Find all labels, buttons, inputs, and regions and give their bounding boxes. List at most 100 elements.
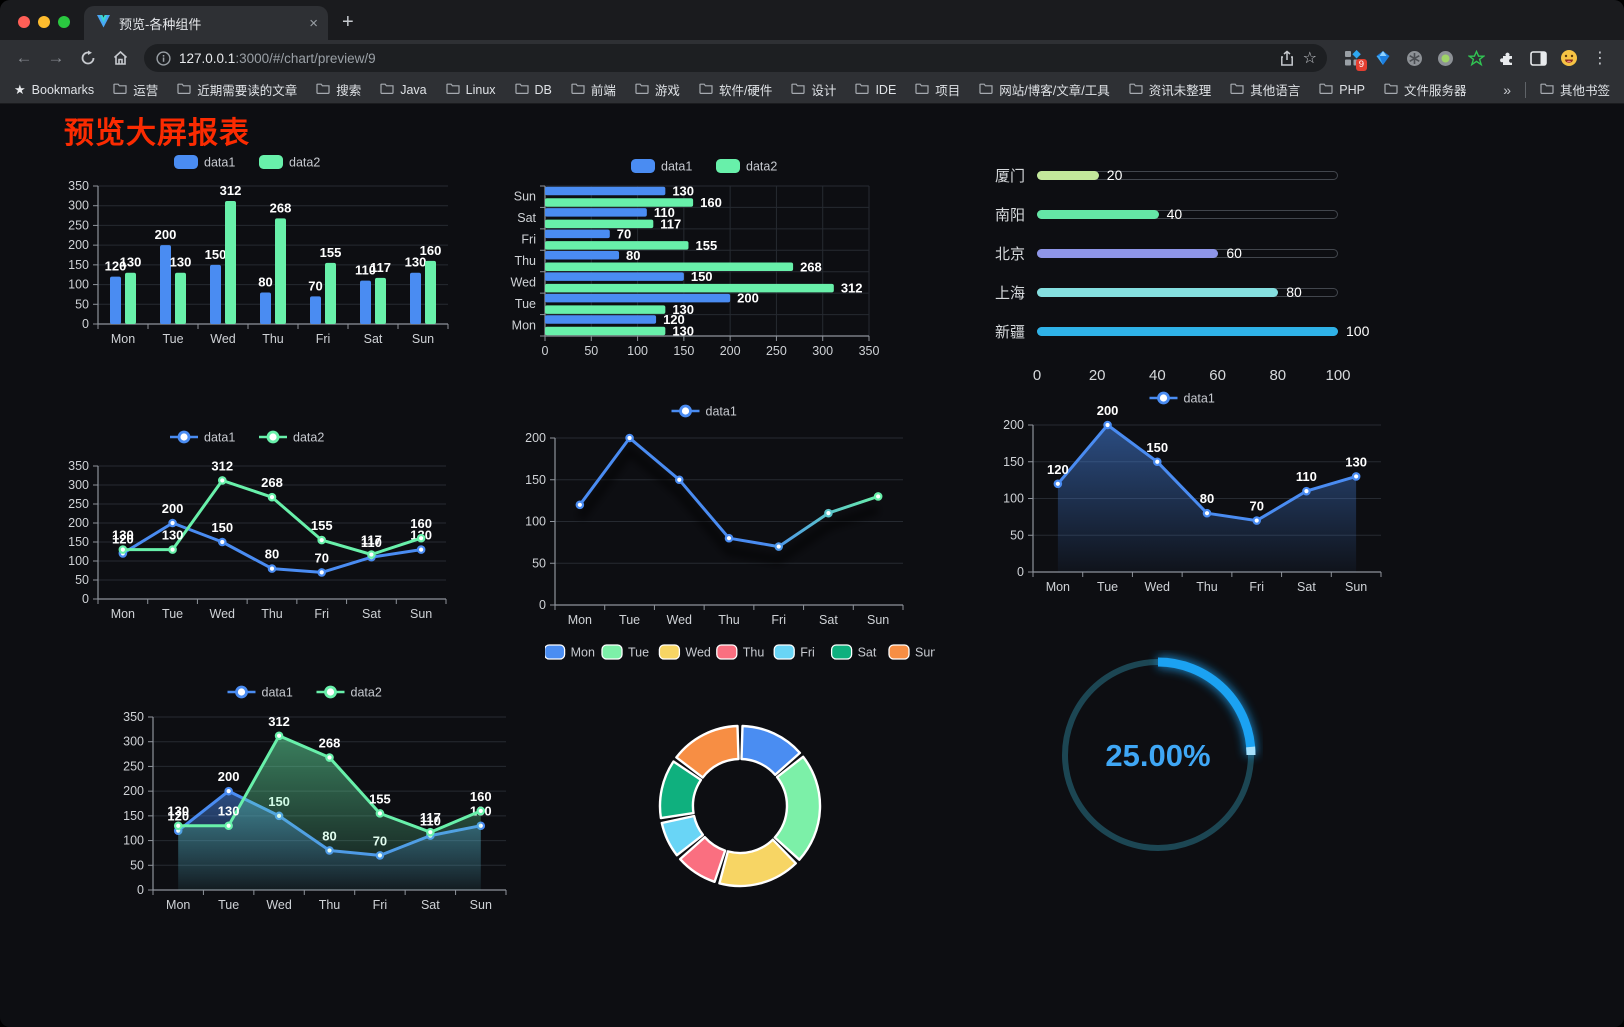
svg-text:Sat: Sat xyxy=(421,898,440,912)
bookmark-folder[interactable]: 游戏 xyxy=(635,80,680,99)
bookmark-folder[interactable]: 资讯未整理 xyxy=(1129,80,1211,99)
svg-text:Tue: Tue xyxy=(628,646,649,660)
svg-text:120: 120 xyxy=(663,312,685,327)
share-icon[interactable] xyxy=(1279,50,1295,67)
svg-text:150: 150 xyxy=(525,473,546,487)
svg-text:130: 130 xyxy=(120,255,142,270)
svg-text:250: 250 xyxy=(68,218,89,232)
back-button[interactable]: ← xyxy=(15,48,33,67)
svg-text:Fri: Fri xyxy=(1249,580,1264,594)
svg-text:Mon: Mon xyxy=(1046,580,1070,594)
svg-text:data1: data1 xyxy=(204,431,235,445)
bookmark-folder[interactable]: DB xyxy=(514,80,552,99)
maximize-window-button[interactable] xyxy=(58,16,70,28)
bookmarks-root[interactable]: ★ Bookmarks xyxy=(14,82,94,98)
svg-text:250: 250 xyxy=(123,759,144,773)
svg-text:Thu: Thu xyxy=(261,607,283,621)
svg-text:160: 160 xyxy=(420,243,442,258)
progress-track[interactable]: 60 xyxy=(1037,245,1338,261)
svg-text:Sun: Sun xyxy=(915,646,935,660)
bookmark-folder[interactable]: 文件服务器 xyxy=(1384,80,1466,99)
progress-label: 上海 xyxy=(994,285,1025,302)
two-series-area-chart[interactable]: data1 data2 0 50 100 150 200 250 300 350 Mon Tue Wed… xyxy=(95,682,520,914)
svg-text:155: 155 xyxy=(369,791,391,806)
folder-icon xyxy=(1129,82,1143,97)
extension-badge: 9 xyxy=(1355,59,1367,71)
horizontal-bar-chart[interactable]: data1 data2 0 50 100 150 200 250 300 350 Sun 130 160… xyxy=(497,152,917,382)
bookmark-folder[interactable]: IDE xyxy=(855,80,896,99)
svg-text:155: 155 xyxy=(311,518,333,533)
close-window-button[interactable] xyxy=(18,16,30,28)
progress-row: 新疆 100 xyxy=(985,312,1390,351)
browser-menu-icon[interactable]: ⋮ xyxy=(1592,50,1608,67)
url-text[interactable]: 127.0.0.1:3000/#/chart/preview/9 xyxy=(179,51,1271,66)
other-bookmarks-folder[interactable]: 其他书签 xyxy=(1540,80,1610,99)
svg-text:data2: data2 xyxy=(293,431,324,445)
sidebar-toggle-icon[interactable] xyxy=(1529,49,1547,67)
svg-text:50: 50 xyxy=(75,573,89,587)
extension-gem-icon[interactable] xyxy=(1374,49,1392,67)
extension-wheel-icon[interactable] xyxy=(1405,49,1423,67)
svg-text:150: 150 xyxy=(1003,455,1024,469)
svg-text:130: 130 xyxy=(405,255,427,270)
progress-track[interactable]: 20 xyxy=(1037,167,1338,183)
bookmark-folder[interactable]: 软件/硬件 xyxy=(699,80,772,99)
donut-chart[interactable]: Mon Tue Wed Thu Fri Sat Sun xyxy=(543,634,937,954)
bookmark-folder[interactable]: 近期需要读的文章 xyxy=(177,80,297,99)
area-line-chart[interactable]: data1 0 50 100 150 200 Mon Tue Wed Thu Fri Sat Sun 12… xyxy=(975,386,1395,598)
svg-text:Sat: Sat xyxy=(362,607,381,621)
bookmarks-overflow-chevron[interactable]: » xyxy=(1503,81,1511,98)
bookmark-folder[interactable]: 设计 xyxy=(791,80,836,99)
folder-icon xyxy=(1319,82,1333,97)
extension-record-icon[interactable] xyxy=(1436,49,1454,67)
extension-emoji-icon[interactable] xyxy=(1560,49,1578,67)
svg-text:150: 150 xyxy=(673,344,694,358)
star-icon: ★ xyxy=(14,81,26,97)
address-bar[interactable]: 127.0.0.1:3000/#/chart/preview/9 ☆ xyxy=(144,44,1327,72)
progress-track[interactable]: 80 xyxy=(1037,284,1338,300)
bookmark-folder[interactable]: 搜索 xyxy=(316,80,361,99)
extension-puzzle-icon[interactable] xyxy=(1498,49,1516,67)
extension-star-icon[interactable] xyxy=(1467,49,1485,67)
svg-text:300: 300 xyxy=(123,735,144,749)
bookmark-folder[interactable]: 网站/博客/文章/工具 xyxy=(979,80,1110,99)
bookmark-folder[interactable]: Linux xyxy=(446,80,496,99)
svg-text:Tue: Tue xyxy=(162,332,183,346)
progress-track[interactable]: 100 xyxy=(1037,323,1369,339)
reload-button[interactable] xyxy=(74,44,102,72)
svg-text:268: 268 xyxy=(319,736,341,751)
gauge-chart[interactable]: 25.00% xyxy=(1053,650,1263,860)
svg-text:110: 110 xyxy=(654,205,675,220)
bookmark-folder[interactable]: 运营 xyxy=(113,80,158,99)
bookmark-folder[interactable]: 项目 xyxy=(915,80,960,99)
gradient-line-chart[interactable]: data1 0 50 100 150 200 Mon Tue Wed Thu Fri Sat Sun xyxy=(497,396,917,634)
svg-text:200: 200 xyxy=(155,227,177,242)
bookmark-folder[interactable]: 其他语言 xyxy=(1230,80,1300,99)
browser-tab[interactable]: 预览-各种组件 × xyxy=(84,6,328,40)
home-button[interactable] xyxy=(106,44,134,72)
svg-text:Wed: Wed xyxy=(667,613,693,627)
folder-icon xyxy=(855,82,870,97)
svg-text:130: 130 xyxy=(170,255,192,270)
new-tab-button[interactable]: + xyxy=(342,11,354,33)
svg-text:100: 100 xyxy=(627,344,648,358)
svg-text:155: 155 xyxy=(695,238,717,253)
svg-text:200: 200 xyxy=(1003,418,1024,432)
grouped-bar-chart[interactable]: data1 data2 0 50 100 150 200 250 300 350 Mon Tue Wed… xyxy=(40,146,460,364)
svg-text:120: 120 xyxy=(1047,462,1069,477)
extension-tabs-icon[interactable]: 9 xyxy=(1343,49,1367,71)
svg-text:Thu: Thu xyxy=(1196,580,1218,594)
two-series-line-chart[interactable]: data1 data2 0 50 100 150 200 250 300 350 Mon Tue Wed… xyxy=(40,422,460,644)
bookmark-folder[interactable]: 前端 xyxy=(571,80,616,99)
progress-bar-chart[interactable]: 厦门 20 南阳 40 北京 60 上海 80 新疆 1 xyxy=(985,156,1390,396)
minimize-window-button[interactable] xyxy=(38,16,50,28)
site-info-icon[interactable] xyxy=(156,50,171,66)
bookmark-folder[interactable]: PHP xyxy=(1319,80,1365,99)
bookmark-folder[interactable]: Java xyxy=(380,80,427,99)
bookmark-star-icon[interactable]: ☆ xyxy=(1302,50,1317,67)
progress-track[interactable]: 40 xyxy=(1037,206,1338,222)
svg-text:200: 200 xyxy=(68,516,89,530)
forward-button[interactable]: → xyxy=(47,48,65,67)
tab-close-icon[interactable]: × xyxy=(309,14,318,32)
